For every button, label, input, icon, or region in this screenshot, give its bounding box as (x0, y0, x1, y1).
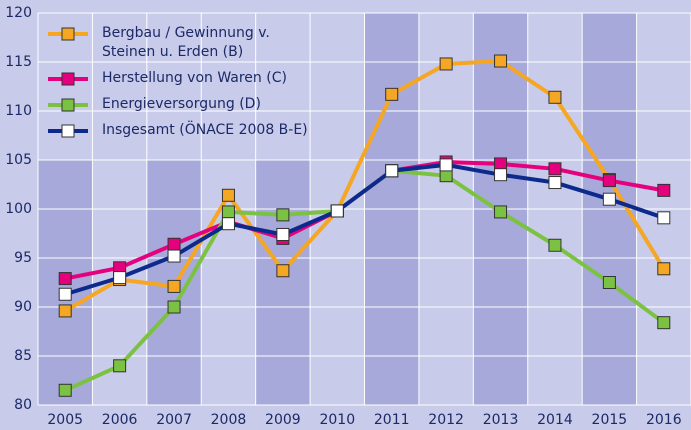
band (255, 160, 311, 405)
marker (385, 87, 399, 101)
x-tick-label: 2010 (319, 412, 355, 428)
x-tick-label: 2013 (483, 412, 519, 428)
legend-label: Insgesamt (ÖNACE 2008 B-E) (102, 122, 308, 138)
x-tick-label: 2006 (102, 412, 138, 428)
legend-item: Herstellung von Waren (C) (46, 69, 316, 88)
marker (657, 262, 671, 276)
x-tick-label: 2009 (265, 412, 301, 428)
y-tick-label: 115 (5, 54, 32, 70)
marker (657, 183, 671, 197)
marker (221, 205, 235, 219)
legend-marker (61, 98, 75, 112)
marker (58, 287, 72, 301)
y-tick-label: 100 (5, 201, 32, 217)
legend: Bergbau / Gewinnung v. Steinen u. Erden … (46, 24, 316, 147)
legend-icon (48, 124, 88, 138)
marker (276, 208, 290, 222)
marker (276, 227, 290, 241)
legend-icon (48, 98, 88, 112)
legend-icon (48, 27, 88, 41)
marker (548, 162, 562, 176)
marker (58, 304, 72, 318)
marker (167, 249, 181, 263)
series-line (64, 162, 665, 297)
x-tick-label: 2011 (374, 412, 410, 428)
marker (167, 279, 181, 293)
x-tick-label: 2005 (47, 412, 83, 428)
legend-item: Insgesamt (ÖNACE 2008 B-E) (46, 121, 316, 140)
marker (276, 264, 290, 278)
legend-item: Bergbau / Gewinnung v. Steinen u. Erden … (46, 24, 316, 62)
marker (657, 316, 671, 330)
marker (494, 205, 508, 219)
marker (494, 168, 508, 182)
marker (439, 169, 453, 183)
marker (113, 271, 127, 285)
legend-marker (61, 27, 75, 41)
marker (602, 174, 616, 188)
marker (602, 192, 616, 206)
legend-label: Herstellung von Waren (C) (102, 70, 287, 86)
marker (113, 359, 127, 373)
x-tick-label: 2007 (156, 412, 192, 428)
y-tick-label: 85 (14, 348, 32, 364)
marker (548, 90, 562, 104)
legend-label: Bergbau / Gewinnung v. Steinen u. Erden … (102, 25, 270, 60)
x-tick-label: 2014 (537, 412, 573, 428)
y-tick-label: 105 (5, 152, 32, 168)
x-tick-label: 2008 (211, 412, 247, 428)
legend-marker (61, 72, 75, 86)
marker (58, 272, 72, 286)
marker (385, 164, 399, 178)
series-line (64, 59, 666, 313)
x-tick-label: 2015 (592, 412, 628, 428)
marker (439, 158, 453, 172)
marker (58, 383, 72, 397)
y-tick-label: 95 (14, 250, 32, 266)
legend-marker (61, 124, 75, 138)
marker (330, 204, 344, 218)
marker (167, 237, 181, 251)
marker (439, 57, 453, 71)
marker (167, 300, 181, 314)
marker (548, 238, 562, 252)
x-tick-label: 2016 (646, 412, 682, 428)
marker (221, 188, 235, 202)
x-tick-label: 2012 (428, 412, 464, 428)
y-tick-label: 110 (5, 103, 32, 119)
y-tick-label: 120 (5, 5, 32, 21)
y-tick-label: 90 (14, 299, 32, 315)
marker (494, 157, 508, 171)
legend-icon (48, 72, 88, 86)
legend-item: Energieversorgung (D) (46, 95, 316, 114)
marker (602, 276, 616, 289)
marker (221, 217, 235, 231)
marker (657, 211, 671, 225)
marker (548, 176, 562, 190)
y-tick-label: 80 (14, 397, 32, 413)
legend-label: Energieversorgung (D) (102, 96, 261, 112)
marker (494, 54, 508, 68)
